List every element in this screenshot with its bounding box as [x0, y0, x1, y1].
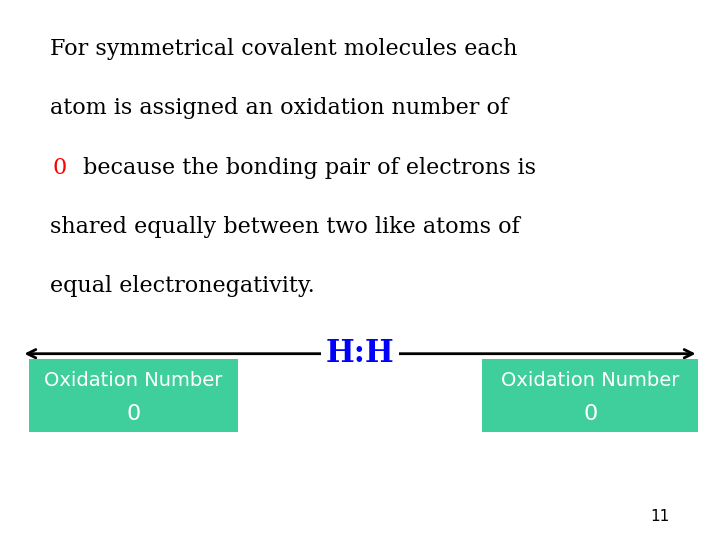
Text: 11: 11: [650, 509, 670, 524]
Text: For symmetrical covalent molecules each: For symmetrical covalent molecules each: [50, 38, 518, 60]
Text: 0: 0: [53, 157, 67, 179]
FancyBboxPatch shape: [29, 359, 238, 432]
Text: shared equally between two like atoms of: shared equally between two like atoms of: [50, 216, 520, 238]
Text: H:H: H:H: [325, 338, 395, 369]
Text: 0: 0: [583, 404, 598, 424]
Text: Oxidation Number: Oxidation Number: [501, 372, 680, 390]
Text: Oxidation Number: Oxidation Number: [44, 372, 222, 390]
Text: atom is assigned an oxidation number of: atom is assigned an oxidation number of: [50, 97, 508, 119]
Text: 0: 0: [126, 404, 140, 424]
FancyBboxPatch shape: [482, 359, 698, 432]
Text: because the bonding pair of electrons is: because the bonding pair of electrons is: [83, 157, 536, 179]
Text: equal electronegativity.: equal electronegativity.: [50, 275, 315, 298]
